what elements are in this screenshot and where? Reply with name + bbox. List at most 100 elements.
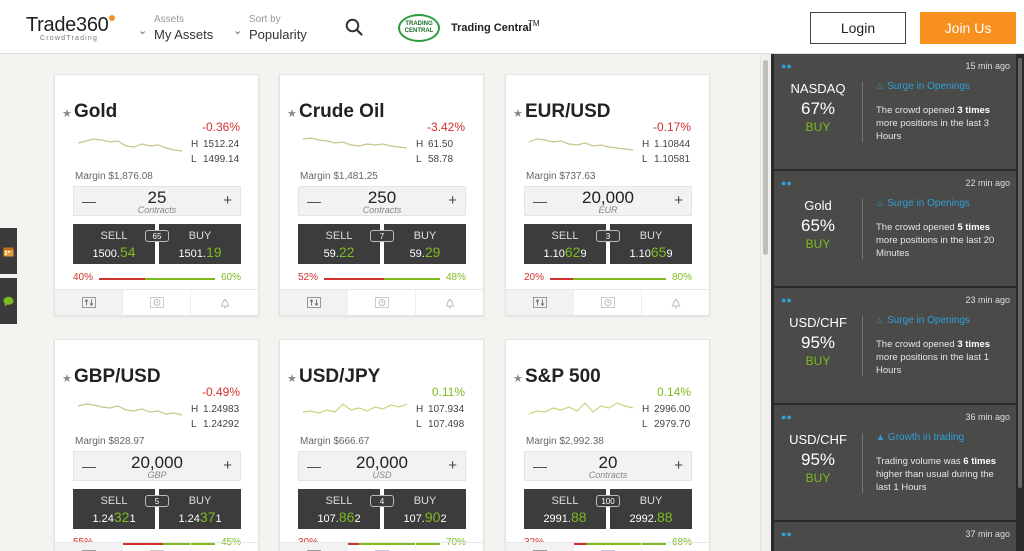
buy-button[interactable]: BUY 107.902 [384, 489, 466, 529]
decrease-quantity-button[interactable]: — [82, 193, 96, 209]
trade-arrows-tab[interactable] [55, 543, 123, 551]
buy-button[interactable]: BUY 1.10659 [610, 224, 692, 264]
buy-button[interactable]: BUY 1501.19 [159, 224, 241, 264]
feed-timestamp: 36 min ago [965, 412, 1010, 422]
decrease-quantity-button[interactable]: — [307, 193, 321, 209]
favorite-star-icon[interactable]: ★ [62, 108, 72, 120]
alert-tab[interactable] [191, 543, 258, 551]
spread-badge: 65 [145, 230, 169, 242]
favorite-star-icon[interactable]: ★ [287, 373, 297, 385]
buy-button[interactable]: BUY 1.24371 [159, 489, 241, 529]
sell-button[interactable]: SELL 1.10629 [524, 224, 606, 264]
price-change: 0.11% [431, 385, 465, 399]
quantity-value[interactable]: 20 [598, 453, 618, 472]
main-scrollbar-track[interactable] [760, 54, 770, 551]
high-value: 1.24983 [203, 404, 240, 415]
join-us-button[interactable]: Join Us [920, 12, 1016, 44]
high-label: H [191, 404, 199, 415]
alert-tab[interactable] [642, 290, 709, 315]
increase-quantity-button[interactable]: + [674, 192, 683, 209]
calendar-side-tab[interactable] [0, 228, 17, 274]
sort-dropdown[interactable]: ⌄ Sort by Popularity [233, 14, 307, 42]
alert-tab[interactable] [642, 543, 709, 551]
trade-arrows-tab[interactable] [280, 543, 348, 551]
asset-card[interactable]: ★ Gold -0.36% H 1512.24 L 1499.14 Margin $… [54, 74, 259, 316]
chart-tab[interactable] [348, 290, 416, 315]
trading-central-label[interactable]: Trading Central [451, 22, 532, 34]
chart-tab[interactable] [348, 543, 416, 551]
decrease-quantity-button[interactable]: — [307, 458, 321, 474]
buy-price-pips: 65 [650, 244, 667, 260]
feed-scrollbar[interactable] [1018, 58, 1022, 488]
buy-sentiment-fill [573, 278, 666, 280]
quantity-stepper[interactable]: — 20,000 EUR + [524, 186, 692, 216]
decrease-quantity-button[interactable]: — [82, 458, 96, 474]
increase-quantity-button[interactable]: + [448, 192, 457, 209]
spread-badge: 3 [596, 230, 620, 242]
trade-arrows-tab[interactable] [506, 290, 574, 315]
feed-item[interactable]: ●● 15 min ago NASDAQ 67% BUY ♨ Surge in O… [774, 54, 1016, 169]
quantity-stepper[interactable]: — 20 Contracts + [524, 451, 692, 481]
asset-card[interactable]: ★ S&P 500 0.14% H 2996.00 L 2979.70 Margin… [505, 339, 710, 551]
quantity-stepper[interactable]: — 250 Contracts + [298, 186, 466, 216]
assets-value: My Assets [154, 27, 214, 42]
quantity-value[interactable]: 25 [147, 188, 167, 207]
feed-item[interactable]: ●● 36 min ago USD/CHF 95% BUY ▲ Growth in… [774, 405, 1016, 520]
clock-icon [149, 297, 164, 308]
favorite-star-icon[interactable]: ★ [513, 373, 523, 385]
search-icon[interactable] [345, 18, 363, 36]
alert-tab[interactable] [416, 543, 483, 551]
sell-button[interactable]: SELL 1.24321 [73, 489, 155, 529]
asset-card[interactable]: ★ EUR/USD -0.17% H 1.10844 L 1.10581 Margi… [505, 74, 710, 316]
favorite-star-icon[interactable]: ★ [513, 108, 523, 120]
quantity-value[interactable]: 20,000 [582, 188, 634, 207]
asset-card[interactable]: ★ Crude Oil -3.42% H 61.50 L 58.78 Margin … [279, 74, 484, 316]
alert-tab[interactable] [191, 290, 258, 315]
favorite-star-icon[interactable]: ★ [287, 108, 297, 120]
quantity-value[interactable]: 20,000 [131, 453, 183, 472]
alert-tab[interactable] [416, 290, 483, 315]
quantity-stepper[interactable]: — 20,000 GBP + [73, 451, 241, 481]
feed-item[interactable]: ●● 23 min ago USD/CHF 95% BUY ♨ Surge in … [774, 288, 1016, 403]
buy-button[interactable]: BUY 2992.88 [610, 489, 692, 529]
high-label: H [416, 404, 424, 415]
asset-card[interactable]: ★ GBP/USD -0.49% H 1.24983 L 1.24292 Margi… [54, 339, 259, 551]
feed-direction: BUY [805, 354, 831, 368]
price-sparkline [302, 403, 408, 414]
asset-name: Gold [74, 101, 118, 122]
sell-button[interactable]: SELL 107.862 [298, 489, 380, 529]
login-button[interactable]: Login [810, 12, 906, 44]
chat-side-tab[interactable] [0, 278, 17, 324]
chart-tab[interactable] [574, 290, 642, 315]
increase-quantity-button[interactable]: + [223, 457, 232, 474]
sell-button[interactable]: SELL 2991.88 [524, 489, 606, 529]
chart-tab[interactable] [574, 543, 642, 551]
trade-arrows-tab[interactable] [506, 543, 574, 551]
trade-arrows-tab[interactable] [55, 290, 123, 315]
quantity-stepper[interactable]: — 25 Contracts + [73, 186, 241, 216]
buy-button[interactable]: BUY 59.29 [384, 224, 466, 264]
buy-price-prefix: 1.10 [629, 248, 651, 260]
assets-dropdown[interactable]: ⌄ Assets My Assets [138, 14, 214, 42]
favorite-star-icon[interactable]: ★ [62, 373, 72, 385]
low-value: 107.498 [428, 419, 465, 430]
price-sparkline [77, 138, 183, 152]
decrease-quantity-button[interactable]: — [533, 458, 547, 474]
asset-card[interactable]: ★ USD/JPY 0.11% H 107.934 L 107.498 Margin… [279, 339, 484, 551]
trade360-logo[interactable]: Trade360 CrowdTrading [26, 14, 116, 42]
decrease-quantity-button[interactable]: — [533, 193, 547, 209]
increase-quantity-button[interactable]: + [223, 192, 232, 209]
sell-button[interactable]: SELL 1500.54 [73, 224, 155, 264]
sell-button[interactable]: SELL 59.22 [298, 224, 380, 264]
chart-tab[interactable] [123, 543, 191, 551]
feed-item[interactable]: ●● 22 min ago Gold 65% BUY ♨ Surge in Ope… [774, 171, 1016, 286]
chart-tab[interactable] [123, 290, 191, 315]
quantity-stepper[interactable]: — 20,000 USD + [298, 451, 466, 481]
main-scrollbar-thumb[interactable] [763, 60, 768, 255]
trade-arrows-tab[interactable] [280, 290, 348, 315]
feed-item[interactable]: ●● 37 min ago [774, 522, 1016, 551]
increase-quantity-button[interactable]: + [674, 457, 683, 474]
quantity-value[interactable]: 20,000 [356, 453, 408, 472]
increase-quantity-button[interactable]: + [448, 457, 457, 474]
quantity-value[interactable]: 250 [367, 188, 397, 207]
